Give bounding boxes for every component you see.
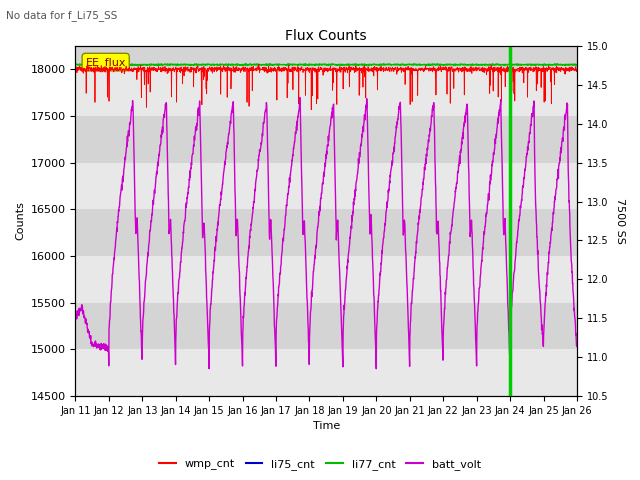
Y-axis label: Counts: Counts bbox=[15, 202, 25, 240]
Text: EE_flux: EE_flux bbox=[85, 57, 126, 68]
Y-axis label: 7500 SS: 7500 SS bbox=[615, 198, 625, 244]
Bar bbox=[76, 46, 577, 69]
Bar bbox=[76, 303, 577, 349]
Text: No data for f_Li75_SS: No data for f_Li75_SS bbox=[6, 10, 118, 21]
Bar bbox=[76, 163, 577, 209]
Bar bbox=[76, 69, 577, 116]
Legend: wmp_cnt, li75_cnt, li77_cnt, batt_volt: wmp_cnt, li75_cnt, li77_cnt, batt_volt bbox=[154, 455, 486, 474]
X-axis label: Time: Time bbox=[312, 421, 340, 432]
Title: Flux Counts: Flux Counts bbox=[285, 29, 367, 43]
Bar bbox=[76, 349, 577, 396]
Bar bbox=[76, 256, 577, 303]
Bar bbox=[76, 116, 577, 163]
Bar bbox=[76, 209, 577, 256]
